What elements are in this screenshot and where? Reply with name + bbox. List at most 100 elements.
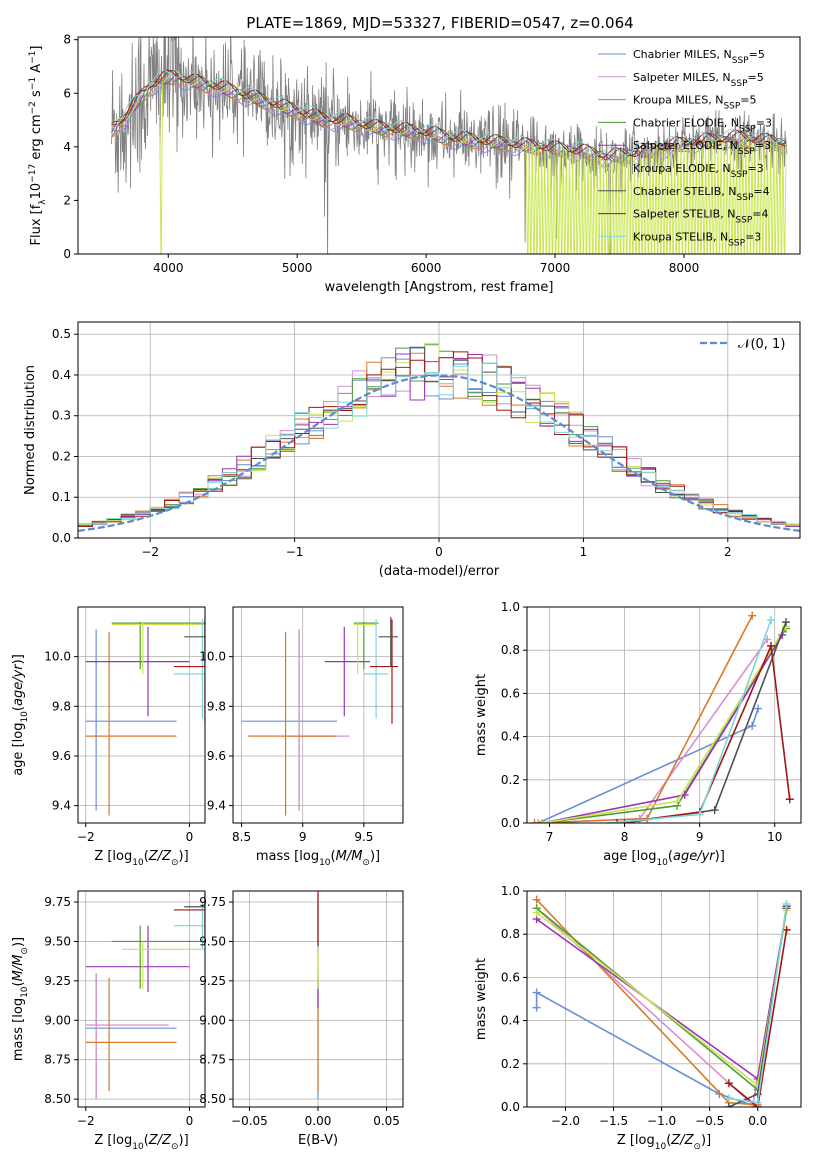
label-part: ( — [144, 1133, 149, 1148]
age-vs-Z-xtick-label: 0 — [186, 830, 194, 844]
label-part: )] — [370, 849, 380, 864]
spectrum-model-line — [111, 78, 787, 168]
normal-curve — [78, 374, 800, 532]
residuals-ytick-label: 0.5 — [52, 327, 71, 341]
spectrum-spine — [77, 36, 801, 255]
label-part: ⊙ — [171, 858, 179, 868]
legend-label: Kroupa STELIB, NSSP=3 — [633, 230, 761, 248]
weight-vs-Z-ytick-label: 0.0 — [501, 1100, 520, 1114]
weight-vs-Z-spine — [526, 890, 802, 1108]
label-part: SSP — [735, 216, 752, 226]
weight-vs-Z-xtick-label: −2.0 — [551, 1114, 580, 1128]
weight-vs-age-ytick-label: 0.4 — [501, 730, 520, 744]
spectrum-xtick-label: 8000 — [669, 261, 700, 275]
weight-marker — [534, 819, 543, 823]
label-part: 10 — [29, 183, 44, 200]
label-part: mass weight — [474, 958, 489, 1040]
label-part: ⊙ — [171, 1142, 179, 1152]
label-part: M/M — [336, 849, 363, 864]
weight-marker — [766, 615, 775, 624]
spectrum-model-line — [111, 77, 787, 164]
label-part: wavelength [Angstrom, rest frame] — [325, 280, 554, 295]
age-vs-mass-xtick-label: 8.5 — [232, 830, 251, 844]
y-axis-label: age [log10(age/yr)] — [11, 654, 30, 776]
label-part: ⊙ — [362, 858, 370, 868]
age-vs-Z-ytick-label: 9.6 — [52, 749, 71, 763]
age-vs-mass-plot-area — [241, 616, 399, 816]
spectrum-plot-area — [111, 37, 788, 254]
label-part: )] — [11, 937, 26, 947]
label-part: SSP — [728, 238, 745, 248]
weight-marker — [781, 618, 790, 627]
mass-vs-EBV-ytick-label: 9.75 — [199, 895, 226, 909]
label-part: =5 — [749, 48, 765, 61]
weight-vs-age-axes — [527, 606, 801, 824]
label-part: ( — [11, 706, 26, 711]
weight-vs-age-ytick-label: 0.2 — [501, 773, 520, 787]
label-part: SSP — [738, 147, 755, 157]
residuals-ytick-label: 0.4 — [52, 368, 71, 382]
weight-marker — [538, 819, 547, 823]
weight-marker — [605, 819, 614, 823]
mass-vs-Z-ytick-label: 8.50 — [44, 1092, 71, 1106]
label-part: ] — [29, 46, 44, 51]
label-part: )] — [715, 849, 725, 864]
x-axis-label: Z [log10(Z/Z⊙)] — [617, 1133, 711, 1152]
weight-marker — [532, 988, 541, 997]
mass-vs-EBV-axes — [233, 891, 403, 1107]
age-vs-mass-xtick-label: 9.5 — [354, 830, 373, 844]
age-vs-mass-axes — [233, 607, 403, 823]
mass-vs-EBV-ytick-label: 8.50 — [199, 1092, 226, 1106]
label-part: =4 — [752, 208, 768, 221]
mass-vs-Z-ytick-label: 9.00 — [44, 1013, 71, 1027]
weight-marker — [532, 895, 541, 904]
weight-marker — [748, 721, 757, 730]
residuals-xtick-label: −1 — [286, 545, 304, 559]
y-axis-label: mass weight — [474, 674, 489, 756]
weight-vs-Z-xtick-label: −0.5 — [695, 1114, 724, 1128]
residuals-frame: −2 −1 0 1 2 0.0 0.1 0.2 0.3 0.4 0.5 𝒩(0, 1) (data-mo… — [23, 321, 801, 579]
label-part: 10 — [319, 858, 331, 868]
label-part: ( — [668, 849, 673, 864]
label-part: =3 — [745, 230, 761, 243]
weight-vs-Z-ytick-label: 1.0 — [501, 884, 520, 898]
label-part: ( — [11, 981, 26, 986]
label-part: Chabrier STELIB, N — [633, 185, 737, 198]
weight-marker — [724, 1103, 733, 1107]
label-part: Chabrier MILES, N — [633, 48, 732, 61]
label-part: ( — [331, 849, 336, 864]
label-part: Z [log — [94, 849, 132, 864]
spectrum-xtick-label: 4000 — [153, 261, 184, 275]
label-part: =3 — [748, 162, 764, 175]
weight-marker — [613, 819, 622, 823]
weight-vs-age-ytick-label: 0.8 — [501, 643, 520, 657]
label-part: E(B-V) — [298, 1133, 338, 1148]
age-vs-Z-plot-area — [85, 616, 205, 816]
legend-label: Kroupa MILES, NSSP=5 — [633, 94, 757, 112]
weight-marker — [782, 899, 791, 908]
mass-vs-Z-ytick-label: 9.25 — [44, 974, 71, 988]
label-part: A — [29, 64, 44, 77]
spectrum-ytick-label: 6 — [63, 86, 71, 100]
label-part: )] — [179, 849, 189, 864]
label-part: SSP — [723, 102, 740, 112]
y-axis-label: mass weight — [474, 958, 489, 1040]
mass-vs-Z-ytick-label: 9.50 — [44, 934, 71, 948]
label-part: mass [log — [256, 849, 319, 864]
label-part: 10 — [20, 711, 30, 723]
label-part: Z [log — [94, 1133, 132, 1148]
mass-vs-EBV-xtick-label: 0.00 — [305, 1114, 332, 1128]
label-part: )] — [179, 1133, 189, 1148]
label-part: ( — [144, 849, 149, 864]
residual-histogram — [78, 351, 800, 527]
mass-vs-EBV-xtick-label: −0.05 — [231, 1114, 268, 1128]
label-part: mass weight — [474, 674, 489, 756]
spectrum-model-line — [111, 70, 787, 254]
weight-marker — [785, 795, 794, 804]
weight-vs-age-xtick-label: 8 — [621, 830, 629, 844]
residuals-plot-area — [78, 343, 800, 532]
x-axis-label: wavelength [Angstrom, rest frame] — [325, 280, 554, 295]
figure-title: PLATE=1869, MJD=53327, FIBERID=0547, z=0… — [246, 14, 633, 32]
